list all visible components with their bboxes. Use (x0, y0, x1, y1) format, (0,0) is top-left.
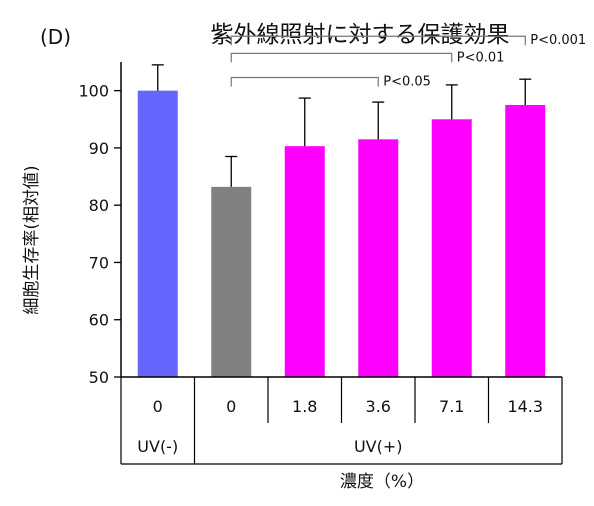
y-tick-label-50: 50 (89, 368, 109, 387)
y-tick-label-90: 90 (89, 139, 109, 158)
y-tick-label-100: 100 (78, 82, 109, 101)
significance-layer: P<0.05 P<0.01 P<0.001 (230, 33, 586, 89)
group-label-0: UV(-) (137, 437, 178, 456)
x-tick-label-4: 7.1 (439, 397, 464, 416)
y-axis-label: 細胞生存率(相対値) (22, 165, 42, 314)
y-tick-label-80: 80 (89, 196, 109, 215)
bars-layer (137, 90, 546, 378)
chart-title: 紫外線照射に対する保護効果 (211, 22, 510, 48)
bar-1 (211, 186, 252, 377)
bar-3 (358, 139, 399, 377)
x-tick-label-5: 14.3 (507, 397, 543, 416)
x-axis-label: 濃度（%） (340, 472, 424, 492)
x-tick-label-0: 0 (153, 397, 163, 416)
y-tick-label-70: 70 (89, 253, 109, 272)
x-ticks-layer: 0 0 1.8 3.6 7.1 14.3 (120, 377, 563, 464)
x-tick-label-3: 3.6 (366, 397, 391, 416)
x-tick-label-2: 1.8 (292, 397, 317, 416)
bar-5 (505, 104, 546, 378)
error-bars-layer (151, 64, 532, 187)
group-label-1: UV(+) (354, 437, 403, 456)
panel-label: (D) (40, 25, 71, 49)
significance-label-2: P<0.001 (530, 33, 586, 48)
bar-0 (137, 90, 178, 378)
y-tick-label-60: 60 (89, 311, 109, 330)
significance-bracket-2 (230, 35, 526, 46)
significance-bracket-0 (230, 76, 379, 87)
significance-bracket-1 (230, 52, 453, 63)
x-tick-label-1: 0 (226, 397, 236, 416)
bar-4 (431, 119, 472, 377)
significance-label-1: P<0.01 (457, 50, 505, 65)
group-labels-layer: UV(-) UV(+) (137, 437, 402, 456)
bar-2 (284, 146, 325, 377)
y-ticks-layer: 50 60 70 80 90 100 (78, 82, 121, 387)
significance-label-0: P<0.05 (383, 74, 431, 89)
